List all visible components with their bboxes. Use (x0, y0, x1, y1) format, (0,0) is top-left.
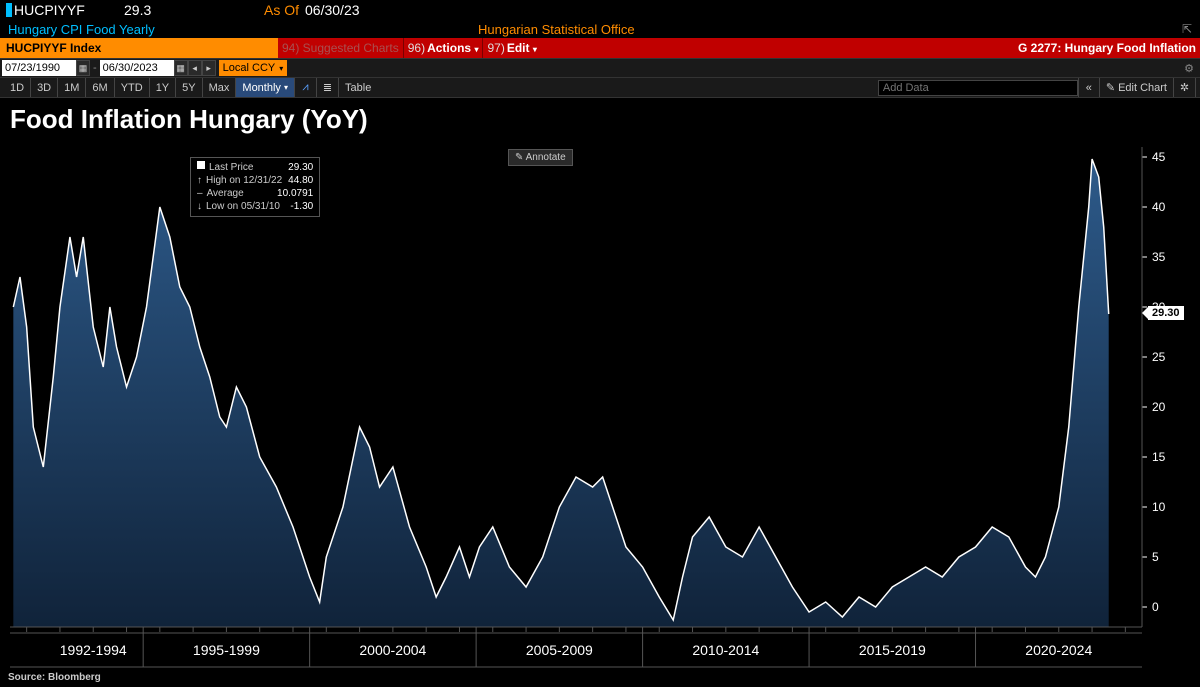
svg-text:0: 0 (1152, 600, 1159, 614)
svg-text:25: 25 (1152, 350, 1166, 364)
svg-text:35: 35 (1152, 250, 1166, 264)
svg-text:1995-1999: 1995-1999 (193, 642, 260, 658)
source-label: Source: Bloomberg (8, 672, 101, 683)
svg-text:1992-1994: 1992-1994 (60, 642, 127, 658)
ticker-color-swatch (6, 3, 12, 17)
add-data-input[interactable] (878, 80, 1078, 96)
range-max[interactable]: Max (203, 78, 237, 97)
popout-icon[interactable]: ⇱ (1182, 22, 1192, 36)
suggested-charts-btn[interactable]: 94) Suggested Charts (282, 41, 399, 55)
svg-text:2020-2024: 2020-2024 (1025, 642, 1092, 658)
range-ytd[interactable]: YTD (115, 78, 150, 97)
command-bar: HUCPIYYF Index 94) Suggested Charts 96) … (0, 38, 1200, 58)
svg-text:40: 40 (1152, 200, 1166, 214)
legend-low-label: Low on 05/31/10 (206, 200, 284, 213)
svg-text:2000-2004: 2000-2004 (359, 642, 426, 658)
chart-area: 0510152025303540451992-19941995-19992000… (8, 137, 1192, 682)
date-from-input[interactable] (2, 60, 76, 76)
svg-text:45: 45 (1152, 150, 1166, 164)
table-btn[interactable]: Table (339, 78, 377, 97)
range-1d[interactable]: 1D (4, 78, 31, 97)
legend-avg-label: Average (207, 187, 271, 200)
range-1m[interactable]: 1M (58, 78, 86, 97)
as-of-date: 06/30/23 (305, 2, 360, 18)
actions-dropdown[interactable]: Actions ▾ (427, 41, 478, 55)
header-row-2: Hungary CPI Food Yearly Hungarian Statis… (0, 20, 1200, 38)
ticker-index-box[interactable]: HUCPIYYF Index (0, 38, 278, 58)
range-6m[interactable]: 6M (86, 78, 114, 97)
svg-text:5: 5 (1152, 550, 1159, 564)
chart-title: Food Inflation Hungary (YoY) (0, 98, 1200, 137)
annotate-button[interactable]: ✎ Annotate (508, 149, 573, 166)
svg-text:2015-2019: 2015-2019 (859, 642, 926, 658)
legend-box: Last Price 29.30 ↑ High on 12/31/22 44.8… (190, 157, 320, 217)
range-5y[interactable]: 5Y (176, 78, 202, 97)
frequency-dropdown[interactable]: Monthly ▾ (236, 78, 295, 97)
svg-text:2005-2009: 2005-2009 (526, 642, 593, 658)
chart-id-label: G 2277: Hungary Food Inflation (1018, 41, 1196, 55)
range-1y[interactable]: 1Y (150, 78, 176, 97)
as-of-label: As Of (264, 2, 299, 18)
collapse-left-icon[interactable]: « (1078, 78, 1100, 97)
actions-code: 96) (408, 41, 425, 55)
settings-icon[interactable]: ⚙ (1184, 62, 1194, 75)
legend-last-price-value: 29.30 (288, 161, 313, 174)
date-prev-btn[interactable]: ◂ (188, 60, 202, 76)
svg-text:20: 20 (1152, 400, 1166, 414)
ticker-symbol: HUCPIYYF (14, 2, 124, 18)
edit-dropdown[interactable]: Edit ▾ (507, 41, 537, 55)
calendar-to-icon[interactable]: ▦ (174, 60, 188, 76)
calendar-from-icon[interactable]: ▦ (76, 60, 90, 76)
last-price-marker: 29.30 (1148, 306, 1184, 320)
candles-icon[interactable]: ≣ (317, 78, 339, 97)
range-3d[interactable]: 3D (31, 78, 58, 97)
date-next-btn[interactable]: ▸ (202, 60, 216, 76)
ticker-index-label: HUCPIYYF Index (6, 41, 101, 55)
svg-text:10: 10 (1152, 500, 1166, 514)
legend-last-price-label: Last Price (209, 161, 282, 174)
date-to-input[interactable] (100, 60, 174, 76)
ticker-description: Hungary CPI Food Yearly (8, 22, 478, 37)
currency-dropdown[interactable]: Local CCY▾ (219, 60, 288, 76)
svg-text:15: 15 (1152, 450, 1166, 464)
line-chart-icon[interactable]: ⩘ (295, 78, 317, 97)
header-row-1: HUCPIYYF 29.3 As Of 06/30/23 (0, 0, 1200, 20)
legend-high-label: High on 12/31/22 (206, 174, 282, 187)
chart-settings-icon[interactable]: ✲ (1174, 78, 1196, 97)
legend-low-value: -1.30 (290, 200, 313, 213)
ticker-value: 29.3 (124, 2, 264, 18)
edit-code: 97) (487, 41, 504, 55)
legend-avg-value: 10.0791 (277, 187, 313, 200)
range-toolbar: 1D 3D 1M 6M YTD 1Y 5Y Max Monthly ▾ ⩘ ≣ … (0, 78, 1200, 98)
svg-text:2010-2014: 2010-2014 (692, 642, 759, 658)
data-source-name: Hungarian Statistical Office (478, 22, 635, 37)
edit-chart-btn[interactable]: ✎ Edit Chart (1100, 78, 1174, 97)
red-toolbar: 94) Suggested Charts 96) Actions ▾ 97) E… (278, 38, 1200, 58)
chart-svg: 0510152025303540451992-19941995-19992000… (8, 137, 1192, 682)
legend-high-value: 44.80 (288, 174, 313, 187)
date-range-bar: ▦ - ▦ ◂ ▸ Local CCY▾ ⚙ (0, 58, 1200, 78)
